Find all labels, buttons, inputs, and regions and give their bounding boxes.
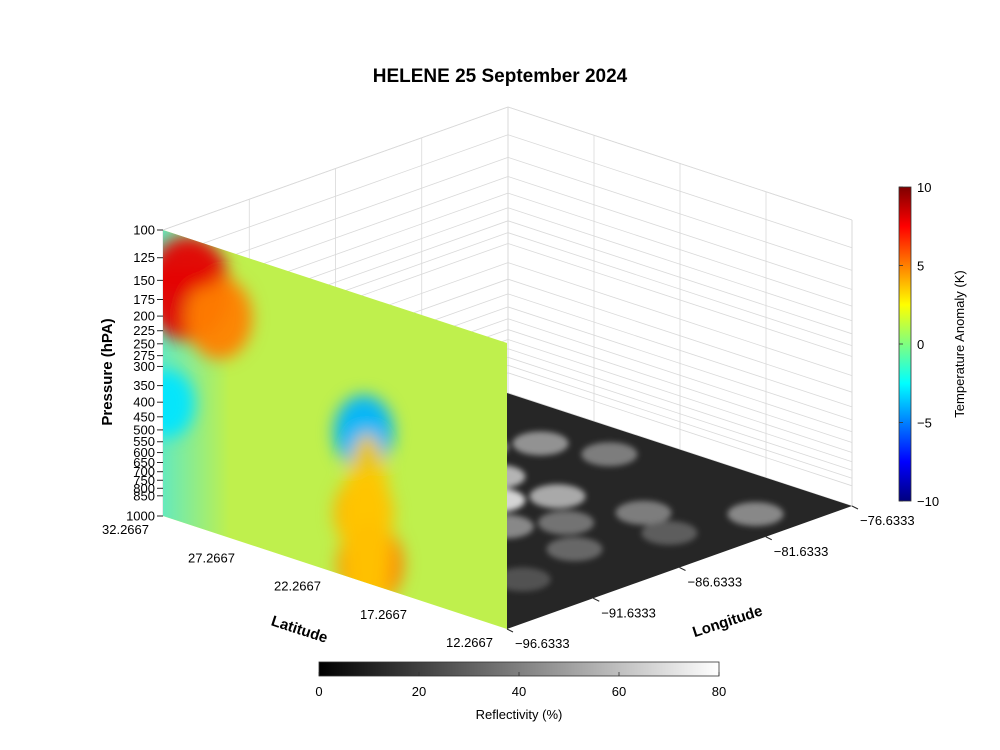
temperature-colorbar-tick-label: 5 [917,259,924,274]
temperature-colorbar-tick-label: 0 [917,337,924,352]
reflectivity-colorbar-tick-label: 20 [412,684,426,699]
reflectivity-colorbar-tick-label: 80 [712,684,726,699]
latitude-tick-label: 12.2667 [446,635,493,650]
cloud-blob [538,510,595,535]
pressure-tick-label: 150 [133,273,155,288]
pressure-tick-label: 650 [133,455,155,470]
chart-title: HELENE 25 September 2024 [373,66,628,87]
reflectivity-colorbar-tick-label: 40 [512,684,526,699]
cloud-blob [512,431,569,456]
reflectivity-plane-base [507,393,852,629]
longitude-tick [593,597,600,602]
cloud-blob [641,521,698,546]
pressure-tick-label: 200 [133,309,155,324]
longitude-tick-label: −76.6333 [860,513,915,528]
temperature-colorbar-tick-label: −10 [917,494,939,509]
temperature-colorbar-label: Temperature Anomaly (K) [952,270,967,417]
pressure-tick-label: 125 [133,250,155,265]
cloud-blob [615,500,672,525]
pressure-axis-label: Pressure (hPA) [99,318,116,425]
latitude-tick-label: 22.2667 [274,579,321,594]
anomaly-blob [163,369,195,438]
pressure-tick-label: 400 [133,395,155,410]
cloud-blob [507,464,526,489]
longitude-tick [506,628,514,633]
reflectivity-colorbar-tick-label: 60 [612,684,626,699]
temperature-colorbar: Temperature Anomaly (K) 10 5 0 −5 −10 [898,180,967,509]
pressure-tick-label: 850 [133,488,155,503]
cloud-blob [507,567,551,592]
pressure-tick-label: 250 [133,336,155,351]
cloud-blob [546,537,603,562]
cloud-blob [529,484,586,509]
pressure-tick-label: 350 [133,378,155,393]
pressure-tick-label: 700 [133,464,155,479]
reflectivity-colorbar: Reflectivity (%) 0 20 40 60 80 [315,661,726,722]
pressure-tick-label: 225 [133,323,155,338]
latitude-tick-label: 27.2667 [188,550,235,565]
temperature-colorbar-tick-label: −5 [917,416,932,431]
longitude-tick [765,536,772,541]
temperature-anomaly-section [163,230,507,629]
reflectivity-plane [507,393,852,629]
pressure-tick-label: 800 [133,481,155,496]
anomaly-blob [163,269,218,290]
pressure-tick-label: 750 [133,473,155,488]
cloud-blob [581,442,638,467]
longitude-tick [679,567,686,571]
pressure-tick-label: 275 [133,348,155,363]
pressure-tick-label: 500 [133,422,155,437]
pressure-tick-label: 600 [133,445,155,460]
pressure-tick-label: 1000 [126,509,155,524]
cloud-blob [507,514,534,539]
reflectivity-colorbar-label: Reflectivity (%) [476,707,563,722]
reflectivity-colorbar-tick-label: 0 [315,684,322,699]
latitude-tick-label: 17.2667 [360,607,407,622]
longitude-axis-label: Longitude [691,602,765,641]
anomaly-blob [186,276,253,360]
cloud-blob [507,488,526,513]
pressure-tick-label: 100 [133,223,155,238]
temperature-colorbar-tick-label: 10 [917,180,931,195]
longitude-tick [851,505,859,510]
anomaly-blob [343,433,392,629]
pressure-tick-label: 175 [133,292,155,307]
latitude-axis-label: Latitude [269,613,330,647]
pressure-tick-label: 300 [133,359,155,374]
longitude-tick-label: −96.6333 [515,636,570,651]
pressure-tick-label: 550 [133,434,155,449]
latitude-tick-label: 32.2667 [102,522,149,537]
pressure-tick-label: 450 [133,409,155,424]
cloud-blob [727,502,784,527]
longitude-tick-label: −86.6333 [688,575,743,590]
longitude-tick-label: −91.6333 [601,605,656,620]
longitude-tick-label: −81.6333 [774,544,829,559]
